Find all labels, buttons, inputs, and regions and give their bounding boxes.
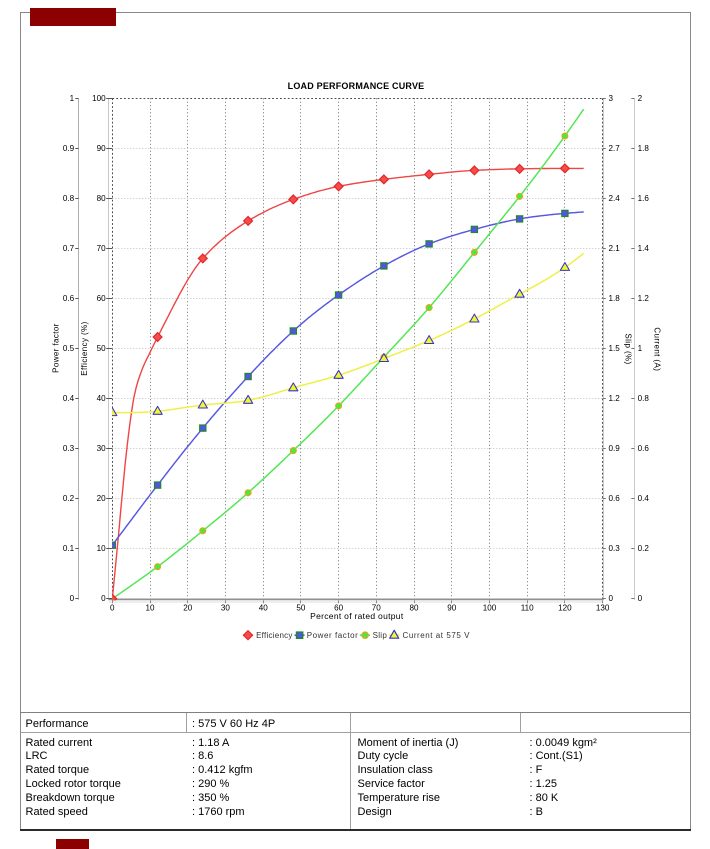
svg-text:0.6: 0.6 (63, 294, 75, 303)
svg-text:0.6: 0.6 (609, 494, 621, 503)
svg-text:1.2: 1.2 (638, 294, 650, 303)
svg-text:Efficiency (%): Efficiency (%) (80, 321, 89, 375)
svg-text:10: 10 (145, 603, 155, 612)
svg-text:80: 80 (97, 194, 107, 203)
svg-text:0.2: 0.2 (63, 494, 75, 503)
svg-text:1.5: 1.5 (609, 344, 621, 353)
svg-text:2.7: 2.7 (609, 144, 621, 153)
svg-text:1.2: 1.2 (609, 394, 621, 403)
svg-text:90: 90 (447, 603, 457, 612)
svg-text:1.8: 1.8 (609, 294, 621, 303)
svg-text:0: 0 (110, 603, 115, 612)
svg-text:10: 10 (97, 544, 107, 553)
svg-text:0.2: 0.2 (638, 544, 650, 553)
svg-text:Slip: Slip (373, 631, 388, 640)
svg-text:0: 0 (70, 594, 75, 603)
svg-text:130: 130 (596, 603, 610, 612)
svg-text:40: 40 (97, 394, 107, 403)
svg-text:0.3: 0.3 (609, 544, 621, 553)
svg-text:0.7: 0.7 (63, 244, 75, 253)
svg-text:120: 120 (558, 603, 572, 612)
svg-text:110: 110 (521, 603, 534, 612)
svg-text:20: 20 (97, 494, 107, 503)
svg-text:80: 80 (409, 603, 419, 612)
svg-text:50: 50 (97, 344, 107, 353)
svg-text:0.9: 0.9 (63, 144, 75, 153)
svg-text:Efficiency: Efficiency (256, 631, 293, 640)
svg-text:0.3: 0.3 (63, 444, 75, 453)
svg-text:40: 40 (259, 603, 269, 612)
svg-text:60: 60 (97, 294, 107, 303)
svg-text:1: 1 (638, 344, 643, 353)
svg-text:0: 0 (609, 594, 614, 603)
svg-text:0.1: 0.1 (63, 544, 75, 553)
svg-text:Power factor: Power factor (307, 631, 359, 640)
svg-text:60: 60 (334, 603, 344, 612)
svg-text:1: 1 (70, 94, 75, 103)
svg-text:100: 100 (483, 603, 497, 612)
svg-text:Current (A): Current (A) (652, 327, 661, 371)
svg-text:70: 70 (97, 244, 107, 253)
svg-text:0: 0 (638, 594, 643, 603)
svg-text:0.8: 0.8 (638, 394, 650, 403)
svg-text:0.8: 0.8 (63, 194, 75, 203)
svg-text:0.4: 0.4 (63, 394, 75, 403)
svg-text:0.6: 0.6 (638, 444, 650, 453)
svg-text:LOAD PERFORMANCE CURVE: LOAD PERFORMANCE CURVE (288, 81, 425, 91)
svg-text:0.4: 0.4 (638, 494, 650, 503)
svg-text:30: 30 (221, 603, 231, 612)
svg-text:30: 30 (97, 444, 107, 453)
svg-text:20: 20 (183, 603, 193, 612)
svg-text:Percent of rated output: Percent of rated output (310, 611, 404, 621)
svg-text:0: 0 (101, 594, 106, 603)
svg-text:2.4: 2.4 (609, 194, 621, 203)
svg-text:0.9: 0.9 (609, 444, 621, 453)
svg-text:1.8: 1.8 (638, 144, 650, 153)
svg-text:100: 100 (92, 94, 106, 103)
svg-text:Power factor: Power factor (52, 323, 61, 373)
svg-text:3: 3 (609, 94, 614, 103)
svg-text:2: 2 (638, 94, 643, 103)
svg-text:90: 90 (97, 144, 107, 153)
svg-text:1.4: 1.4 (638, 244, 650, 253)
svg-text:Current at 575 V: Current at 575 V (403, 631, 471, 640)
svg-text:70: 70 (372, 603, 382, 612)
svg-text:0.5: 0.5 (63, 344, 75, 353)
svg-text:2.1: 2.1 (609, 244, 621, 253)
svg-text:1.6: 1.6 (638, 194, 650, 203)
svg-text:Slip (%): Slip (%) (624, 333, 633, 364)
svg-text:50: 50 (296, 603, 306, 612)
